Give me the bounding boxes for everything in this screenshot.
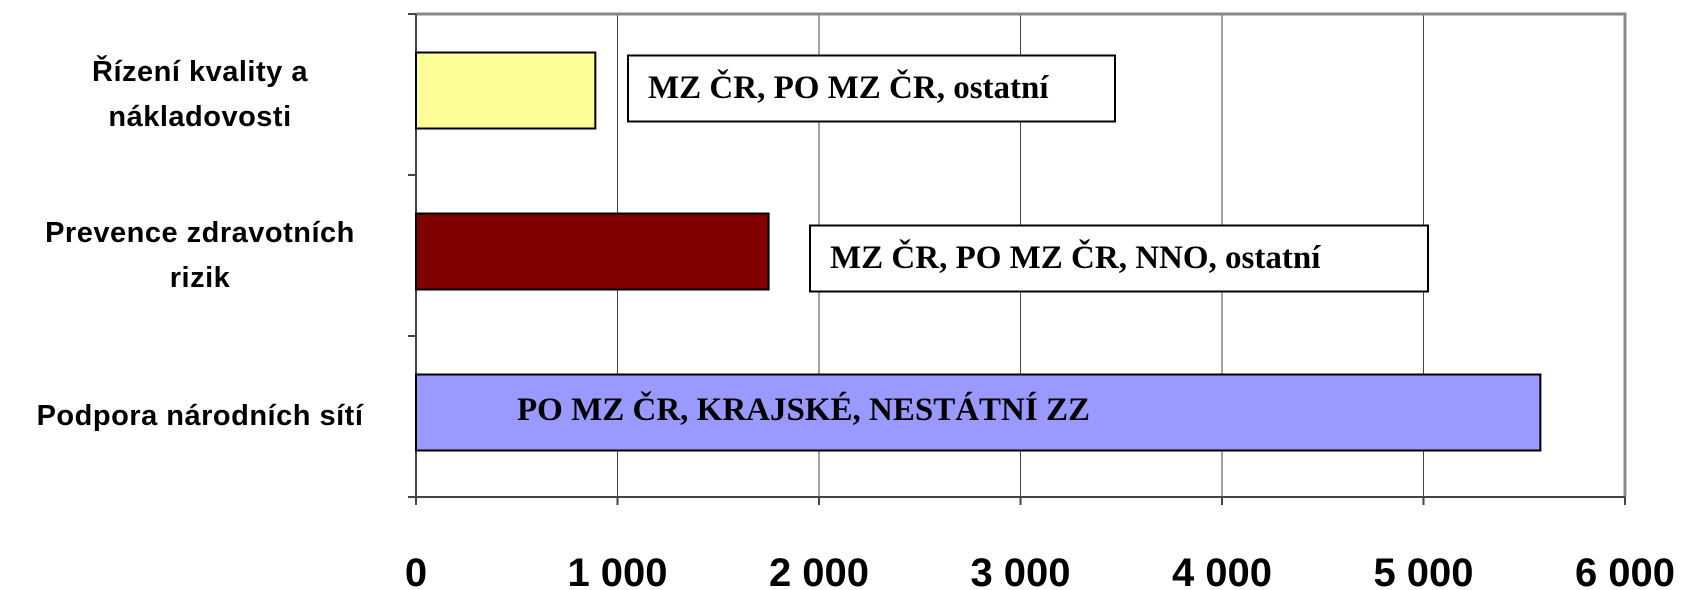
y-tick-label: Prevence zdravotních rizik xyxy=(45,216,355,294)
x-tick-label: 3 000 xyxy=(970,551,1070,590)
x-tick-label: 0 xyxy=(405,551,427,590)
x-tick-label: 4 000 xyxy=(1172,551,1272,590)
x-tick-label: 1 000 xyxy=(567,551,667,590)
x-tick-label: 2 000 xyxy=(769,551,869,590)
x-tick-label: 5 000 xyxy=(1373,551,1473,590)
bar xyxy=(415,51,597,130)
x-tick-label: 6 000 xyxy=(1575,551,1675,590)
annotation: MZ ČR, PO MZ ČR, NNO, ostatní xyxy=(830,238,1321,276)
bar xyxy=(415,373,1542,452)
annotation: PO MZ ČR, KRAJSKÉ, NESTÁTNÍ ZZ xyxy=(517,390,1090,428)
plot-frame xyxy=(416,12,1627,497)
annotation: MZ ČR, PO MZ ČR, ostatní xyxy=(648,68,1049,106)
y-tick-label: Podpora národních sítí xyxy=(36,400,364,432)
annotation-box xyxy=(627,54,1116,123)
y-tick-label: Řízení kvality a nákladovosti xyxy=(92,55,308,133)
bar xyxy=(415,212,770,291)
annotation-box xyxy=(809,224,1429,293)
